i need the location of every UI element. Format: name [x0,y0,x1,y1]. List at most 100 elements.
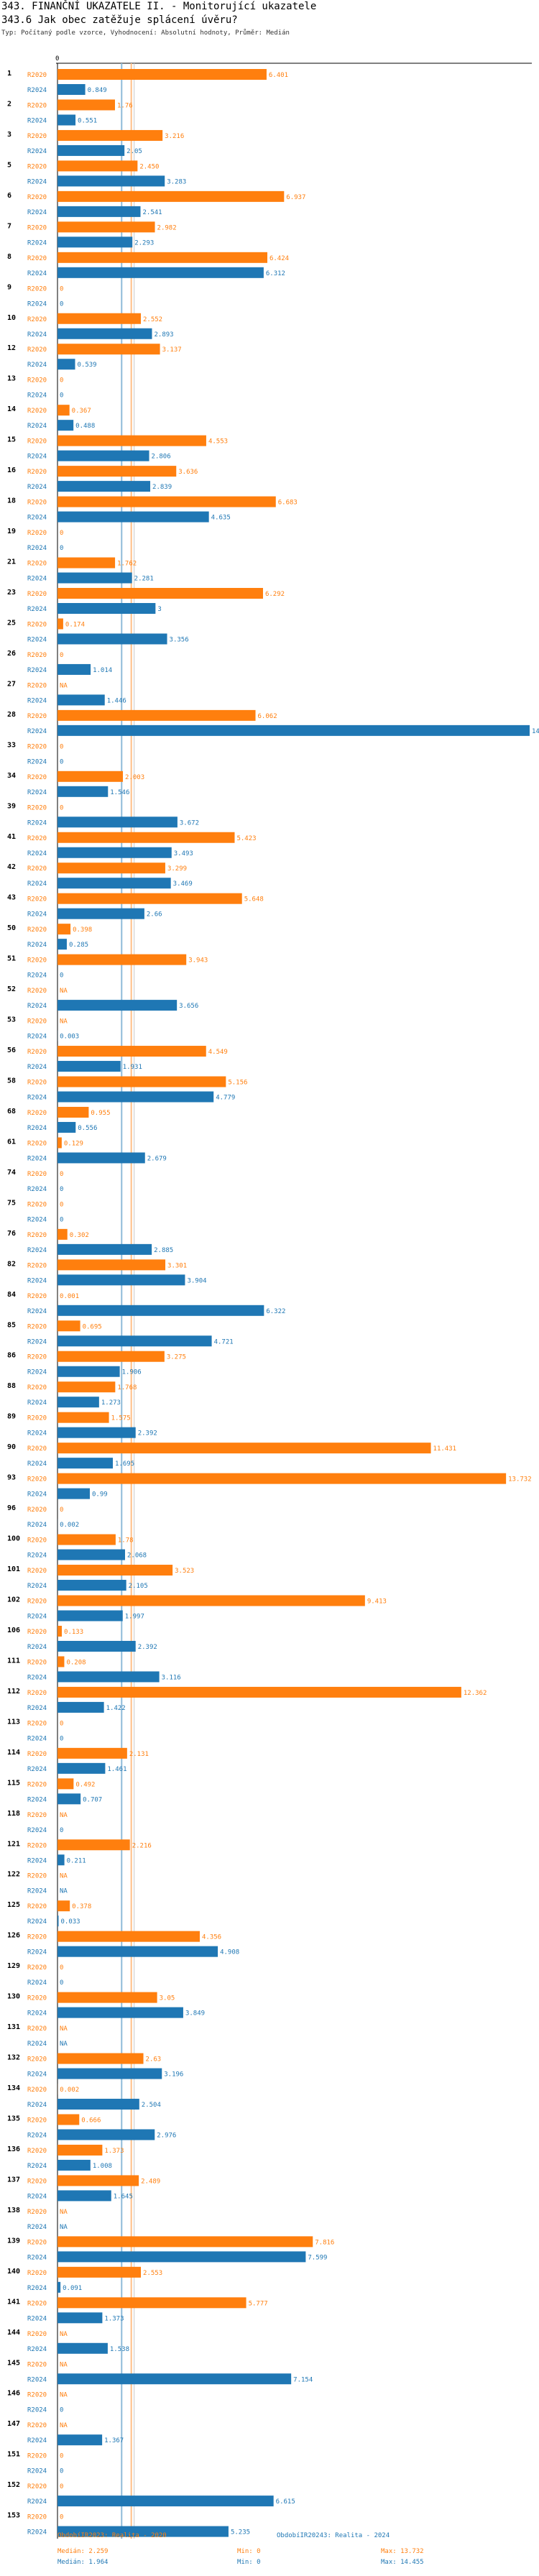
series-label: R2020 [27,1140,47,1147]
bar-r2020 [57,221,155,233]
series-label: R2024 [27,880,47,888]
series-label: R2024 [27,331,47,339]
value-label: 0 [60,1979,63,1987]
bar-r2020 [57,1351,165,1362]
bar-r2024 [57,328,152,339]
value-label: 4.721 [214,1338,234,1346]
series-label: R2024 [27,1949,47,1956]
value-label: 12.362 [464,1690,487,1697]
category-label: 5 [7,161,11,169]
value-label: 0 [60,1964,63,1972]
value-label: 2.553 [143,2270,162,2277]
value-label: 0.302 [70,1232,89,1239]
bar-r2020 [57,1381,116,1393]
value-label: 0 [60,1506,63,1514]
series-label: R2024 [27,1095,47,1102]
bar-r2024 [57,144,125,156]
category-label: 50 [7,924,16,932]
category-label: 139 [7,2237,20,2245]
value-label: 3.493 [174,850,193,857]
value-label: 1.931 [123,1064,142,1071]
series-label: R2020 [27,255,47,262]
value-label: 2.885 [154,1247,173,1254]
bar-r2020 [57,1320,80,1332]
series-label: R2024 [27,2376,47,2383]
value-label: 0 [60,2483,63,2490]
bar-r2024 [57,2129,155,2140]
value-label: NA [60,2041,68,2048]
value-label: 0 [60,377,63,385]
bar-r2020 [57,2297,247,2309]
series-label: R2024 [27,2346,47,2353]
value-label: 0.003 [60,1034,79,1041]
value-label: 0.211 [67,1857,86,1864]
category-label: 16 [7,466,16,474]
value-label: 2.976 [157,2132,176,2139]
series-label: R2020 [27,2178,47,2185]
value-label: NA [60,1018,68,1026]
series-label: R2024 [27,2010,47,2018]
value-label: 0 [60,1735,63,1742]
value-label: 5.648 [244,896,264,903]
bar-r2024 [57,2190,111,2202]
value-label: 1.575 [111,1415,131,1422]
series-label: R2020 [27,1781,47,1788]
series-label: R2020 [27,469,47,476]
series-label: R2020 [27,621,47,628]
series-label: R2020 [27,2056,47,2064]
value-label: 4.779 [216,1095,235,1102]
category-label: 51 [7,955,16,963]
bar-r2020 [57,160,138,172]
category-label: 8 [7,253,11,261]
series-label: R2024 [27,1674,47,1681]
category-label: 134 [7,2084,20,2092]
series-label: R2020 [27,1018,47,1026]
value-label: 0 [60,758,63,765]
series-label: R2020 [27,896,47,903]
value-label: 2.003 [125,774,144,781]
category-label: 6 [7,192,11,200]
bar-r2024 [57,1793,81,1805]
series-label: R2020 [27,224,47,231]
bar-r2024 [57,1610,123,1622]
series-label: R2020 [27,1506,47,1514]
value-label: 0.002 [60,2087,79,2094]
median-2024: Medián: 1.964 [57,2559,108,2566]
value-label: 5.423 [236,835,256,842]
series-label: R2024 [27,2193,47,2200]
series-label: R2020 [27,1598,47,1606]
series-label: R2024 [27,636,47,643]
series-label: R2024 [27,1552,47,1560]
bar-r2024 [57,175,165,187]
category-label: 18 [7,497,16,505]
category-label: 138 [7,2207,20,2214]
value-label: 0.551 [78,117,97,124]
series-label: R2024 [27,2498,47,2506]
bar-r2020 [57,1686,461,1698]
series-label: R2024 [27,758,47,765]
bar-r2024 [57,1397,99,1408]
axis-tick-label: 0 [55,55,59,63]
series-label: R2020 [27,1751,47,1758]
value-label: 2.105 [129,1583,148,1590]
bar-r2024 [57,724,530,736]
category-label: 1 [7,70,11,78]
value-label: 1.422 [106,1705,126,1712]
category-label: 102 [7,1596,20,1604]
category-label: 136 [7,2145,20,2153]
value-label: 3.943 [188,957,208,965]
category-label: 19 [7,528,16,535]
category-label: 27 [7,680,16,688]
bar-r2020 [57,1656,65,1668]
value-label: 3.301 [167,1262,187,1269]
series-label: R2024 [27,2407,47,2414]
value-label: 2.392 [138,1430,157,1438]
value-label: 1.76 [117,102,133,109]
bar-r2020 [57,1839,130,1851]
series-label: R2024 [27,850,47,857]
series-label: R2020 [27,1934,47,1941]
bar-r2020 [57,1046,206,1057]
series-label: R2024 [27,1369,47,1376]
bar-r2024 [57,2068,162,2079]
